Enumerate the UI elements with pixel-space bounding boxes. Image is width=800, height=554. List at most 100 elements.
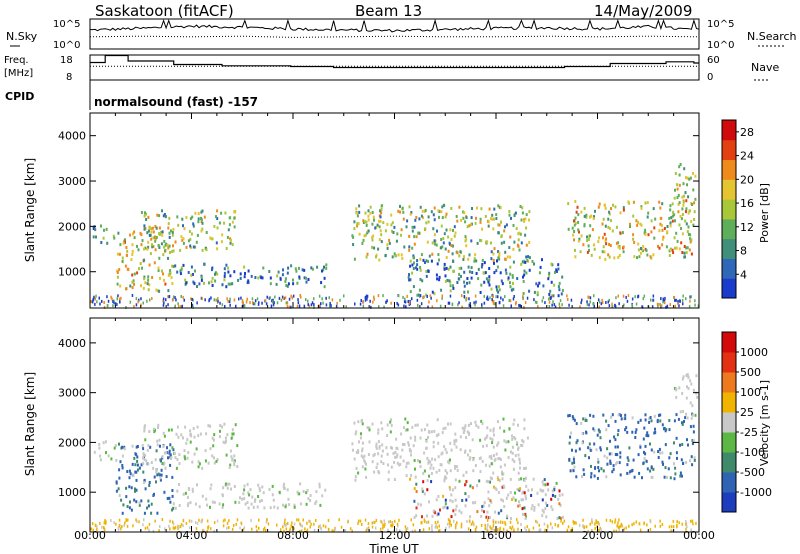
echo-cell <box>493 454 495 458</box>
echo-cell <box>551 493 554 497</box>
echo-cell <box>409 259 412 263</box>
echo-cell <box>661 228 664 232</box>
echo-cell <box>143 214 146 218</box>
velocity-colorbar-label: Velocity [m s-1] <box>758 380 771 466</box>
echo-cell <box>572 456 575 460</box>
echo-cell <box>405 474 408 478</box>
echo-cell <box>473 523 475 527</box>
echo-cell <box>314 502 317 505</box>
echo-cell <box>426 520 428 524</box>
echo-cell <box>499 206 502 210</box>
echo-cell <box>200 210 203 214</box>
echo-cell <box>614 419 617 423</box>
echo-cell <box>158 529 160 533</box>
echo-cell <box>225 285 228 289</box>
echo-cell <box>411 229 414 233</box>
echo-cell <box>552 300 554 304</box>
echo-cell <box>263 526 266 530</box>
echo-cell <box>678 173 681 177</box>
echo-cell <box>113 521 115 525</box>
echo-cell <box>444 475 447 479</box>
echo-cell <box>359 436 362 440</box>
echo-cell <box>607 225 610 229</box>
echo-cell <box>277 270 280 274</box>
echo-cell <box>445 526 447 530</box>
echo-cell <box>197 220 200 224</box>
echo-cell <box>542 284 545 288</box>
echo-cell <box>354 478 357 482</box>
echo-cell <box>456 219 459 223</box>
echo-cell <box>267 522 270 526</box>
echo-cell <box>191 303 194 307</box>
echo-cell <box>558 502 561 506</box>
echo-cell <box>477 267 480 271</box>
echo-cell <box>462 473 465 477</box>
echo-cell <box>417 502 420 506</box>
echo-cell <box>225 263 228 267</box>
echo-cell <box>402 426 405 430</box>
echo-cell <box>318 294 321 298</box>
echo-cell <box>618 302 620 306</box>
echo-cell <box>454 498 457 502</box>
echo-cell <box>684 255 686 259</box>
echo-cell <box>261 485 264 489</box>
echo-cell <box>605 237 608 241</box>
echo-cell <box>117 294 119 298</box>
echo-cell <box>685 251 688 255</box>
echo-cell <box>196 425 199 429</box>
echo-cell <box>577 213 580 217</box>
echo-cell <box>503 439 506 443</box>
colorbar-segment <box>722 159 736 180</box>
echo-cell <box>224 482 227 486</box>
echo-cell <box>310 303 313 307</box>
echo-cell <box>634 436 637 439</box>
echo-cell <box>385 446 388 450</box>
echo-cell <box>484 523 486 527</box>
echo-cell <box>468 303 471 307</box>
echo-cell <box>631 305 634 309</box>
echo-cell <box>408 248 411 252</box>
echo-cell <box>249 488 252 492</box>
echo-cell <box>496 288 498 292</box>
echo-cell <box>617 245 620 249</box>
echo-cell <box>182 295 184 299</box>
echo-cell <box>182 519 185 523</box>
echo-cell <box>231 432 234 436</box>
echo-cell <box>272 303 275 307</box>
echo-cell <box>306 521 308 525</box>
echo-cell <box>497 295 499 299</box>
echo-cell <box>117 526 120 530</box>
echo-cell <box>129 284 132 288</box>
echo-cell <box>605 419 608 423</box>
echo-cell <box>692 188 695 192</box>
echo-cell <box>123 447 126 451</box>
echo-cell <box>143 227 146 231</box>
echo-cell <box>284 296 287 300</box>
echo-cell <box>488 267 491 270</box>
echo-cell <box>642 245 645 248</box>
echo-cell <box>597 298 600 302</box>
echo-cell <box>177 435 180 439</box>
echo-cell <box>453 519 455 523</box>
echo-cell <box>405 305 407 309</box>
echo-cell <box>379 209 382 213</box>
echo-cell <box>381 449 384 453</box>
echo-cell <box>293 503 296 507</box>
echo-cell <box>129 233 132 237</box>
echo-cell <box>403 443 406 446</box>
echo-cell <box>668 254 671 257</box>
echo-cell <box>524 516 527 520</box>
echo-cell <box>693 218 696 221</box>
echo-cell <box>146 506 148 510</box>
echo-cell <box>685 199 688 203</box>
echo-cell <box>639 222 642 226</box>
echo-cell <box>101 299 103 303</box>
echo-cell <box>419 503 422 507</box>
echo-cell <box>690 519 692 523</box>
echo-cell <box>598 305 601 309</box>
echo-cell <box>684 416 687 420</box>
echo-cell <box>276 274 279 278</box>
echo-cell <box>493 433 495 437</box>
echo-cell <box>441 451 444 455</box>
